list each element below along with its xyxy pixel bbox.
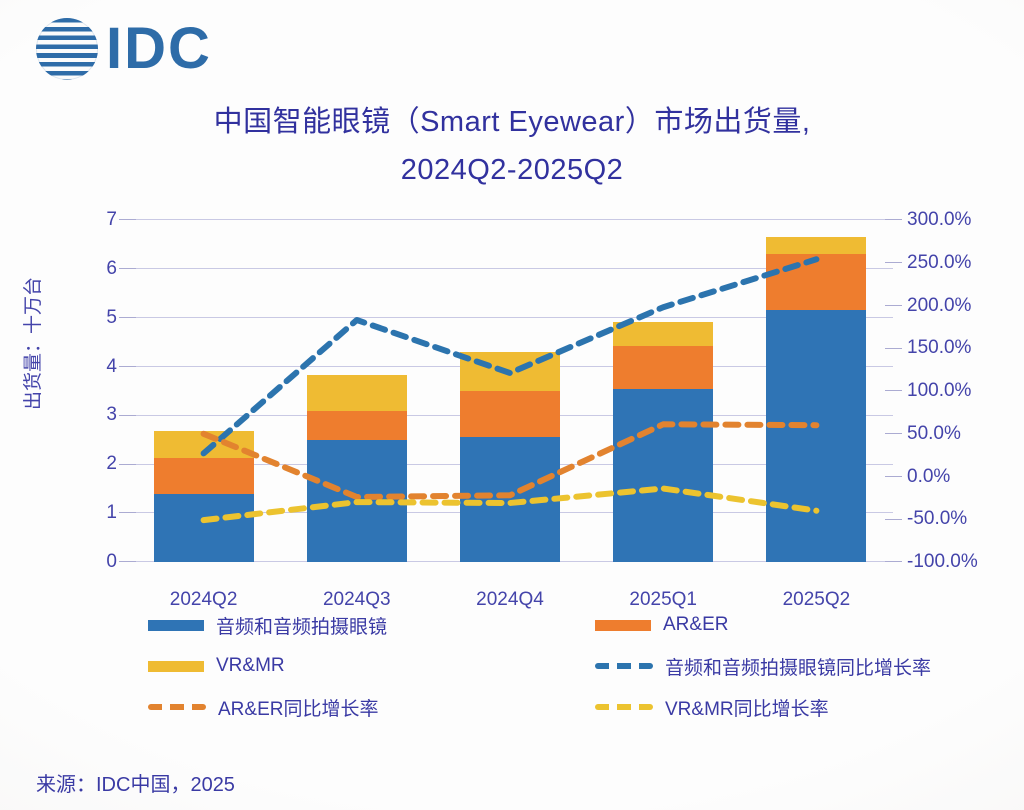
left-axis-label: 5 xyxy=(106,306,117,328)
growth-line xyxy=(200,485,820,524)
x-axis-label: 2024Q3 xyxy=(322,589,391,610)
right-axis-tick xyxy=(885,561,902,563)
legend-item-vr-mr: VR&MR xyxy=(148,655,595,677)
x-axis-label: 2024Q4 xyxy=(476,589,544,610)
legend-swatch-audio-glasses-yoy xyxy=(595,663,653,669)
source-note: 来源：IDC中国，2025 xyxy=(36,774,235,796)
bar-segment xyxy=(153,457,254,494)
left-axis-tick xyxy=(119,414,136,416)
right-axis-label: 50.0% xyxy=(907,422,961,444)
right-axis-label: 200.0% xyxy=(907,294,972,316)
legend-swatch-audio-glasses xyxy=(148,619,204,631)
legend-label: VR&MR xyxy=(216,655,285,676)
left-axis-tick xyxy=(119,219,136,221)
x-axis-label: 2025Q1 xyxy=(629,589,697,610)
legend-swatch-ar-er xyxy=(595,619,651,631)
bar-segment xyxy=(613,345,714,389)
right-axis-tick xyxy=(885,518,902,520)
left-axis-label: 1 xyxy=(106,502,117,524)
left-axis-tick xyxy=(119,561,136,563)
left-axis-label: 0 xyxy=(106,551,117,572)
right-axis-tick xyxy=(885,262,902,263)
bar-segment xyxy=(766,254,867,311)
bar-segment xyxy=(613,322,714,346)
bar-segment xyxy=(460,391,560,438)
idc-logo: IDC xyxy=(36,18,212,80)
legend-label: 音频和音频拍摄眼镜同比增长率 xyxy=(665,657,932,679)
right-axis-label: -50.0% xyxy=(907,508,968,530)
left-axis-label: 7 xyxy=(106,209,117,230)
left-axis-tick xyxy=(119,268,136,270)
right-axis-tick xyxy=(885,433,902,434)
gridline xyxy=(127,268,893,270)
plot-area: 0 1 2 3 4 5 6 7 300.0% 250.0% 200.0% 150.0% 100.0% 50… xyxy=(106,209,977,610)
right-axis-tick xyxy=(885,475,902,477)
idc-globe-icon xyxy=(36,18,98,80)
chart-title-line1: 中国智能眼镜（Smart Eyewear）市场出货量, xyxy=(213,106,811,138)
chart-title: 中国智能眼镜（Smart Eyewear）市场出货量, 2024Q2-2025Q… xyxy=(0,98,1024,194)
x-axis-label: 2025Q2 xyxy=(782,589,851,610)
left-axis-tick xyxy=(119,316,136,318)
growth-line xyxy=(200,421,820,500)
bar-segment xyxy=(153,493,254,562)
gridline xyxy=(127,316,893,318)
left-axis-label: 2 xyxy=(106,453,117,475)
bar-segment xyxy=(766,310,867,562)
left-axis-tick xyxy=(119,512,136,514)
legend-label: AR&ER xyxy=(663,614,729,635)
left-axis-tick xyxy=(119,463,136,465)
bar-segment xyxy=(306,375,407,411)
right-axis-tick xyxy=(885,219,902,221)
left-axis-label: 4 xyxy=(106,355,117,377)
legend-item-vr-mr-yoy: VR&MR同比增长率 xyxy=(595,696,931,720)
legend: 音频和音频拍摄眼镜 AR&ER VR&MR 音频和音频拍摄眼镜同比增长率 AR&ER同比… xyxy=(148,614,931,720)
x-axis-label: 2024Q2 xyxy=(169,589,238,610)
legend-item-audio-glasses-yoy: 音频和音频拍摄眼镜同比增长率 xyxy=(595,655,932,679)
right-axis-tick xyxy=(885,347,902,349)
legend-item-audio-glasses: 音频和音频拍摄眼镜 xyxy=(148,614,595,638)
legend-item-ar-er: AR&ER xyxy=(595,614,931,636)
legend-swatch-vr-mr xyxy=(148,660,204,672)
bar-segment xyxy=(613,388,714,562)
right-axis-label: 250.0% xyxy=(907,251,972,273)
right-axis-label: 100.0% xyxy=(907,380,972,401)
growth-line xyxy=(200,256,820,457)
legend-label: AR&ER同比增长率 xyxy=(218,698,379,720)
left-axis-label: 6 xyxy=(106,257,117,279)
legend-swatch-vr-mr-yoy xyxy=(595,704,653,710)
bar-segment xyxy=(306,410,407,440)
right-axis-label: -100.0% xyxy=(907,551,978,572)
right-axis-tick xyxy=(885,390,902,392)
legend-item-ar-er-yoy: AR&ER同比增长率 xyxy=(148,696,595,720)
chart-title-line2: 2024Q2-2025Q2 xyxy=(400,154,624,186)
left-axis-tick xyxy=(119,365,136,367)
right-axis-tick xyxy=(885,304,902,306)
legend-swatch-ar-er-yoy xyxy=(148,704,206,710)
bar-segment xyxy=(766,237,867,255)
gridline xyxy=(127,219,893,221)
legend-label: 音频和音频拍摄眼镜 xyxy=(216,616,388,638)
legend-label: VR&MR同比增长率 xyxy=(665,698,829,720)
right-axis-label: 150.0% xyxy=(907,337,972,359)
left-axis-label: 3 xyxy=(106,404,117,426)
right-axis-label: 0.0% xyxy=(907,465,951,487)
idc-logo-text: IDC xyxy=(106,16,212,81)
growth-lines xyxy=(200,256,820,524)
right-axis-label: 300.0% xyxy=(907,209,972,230)
